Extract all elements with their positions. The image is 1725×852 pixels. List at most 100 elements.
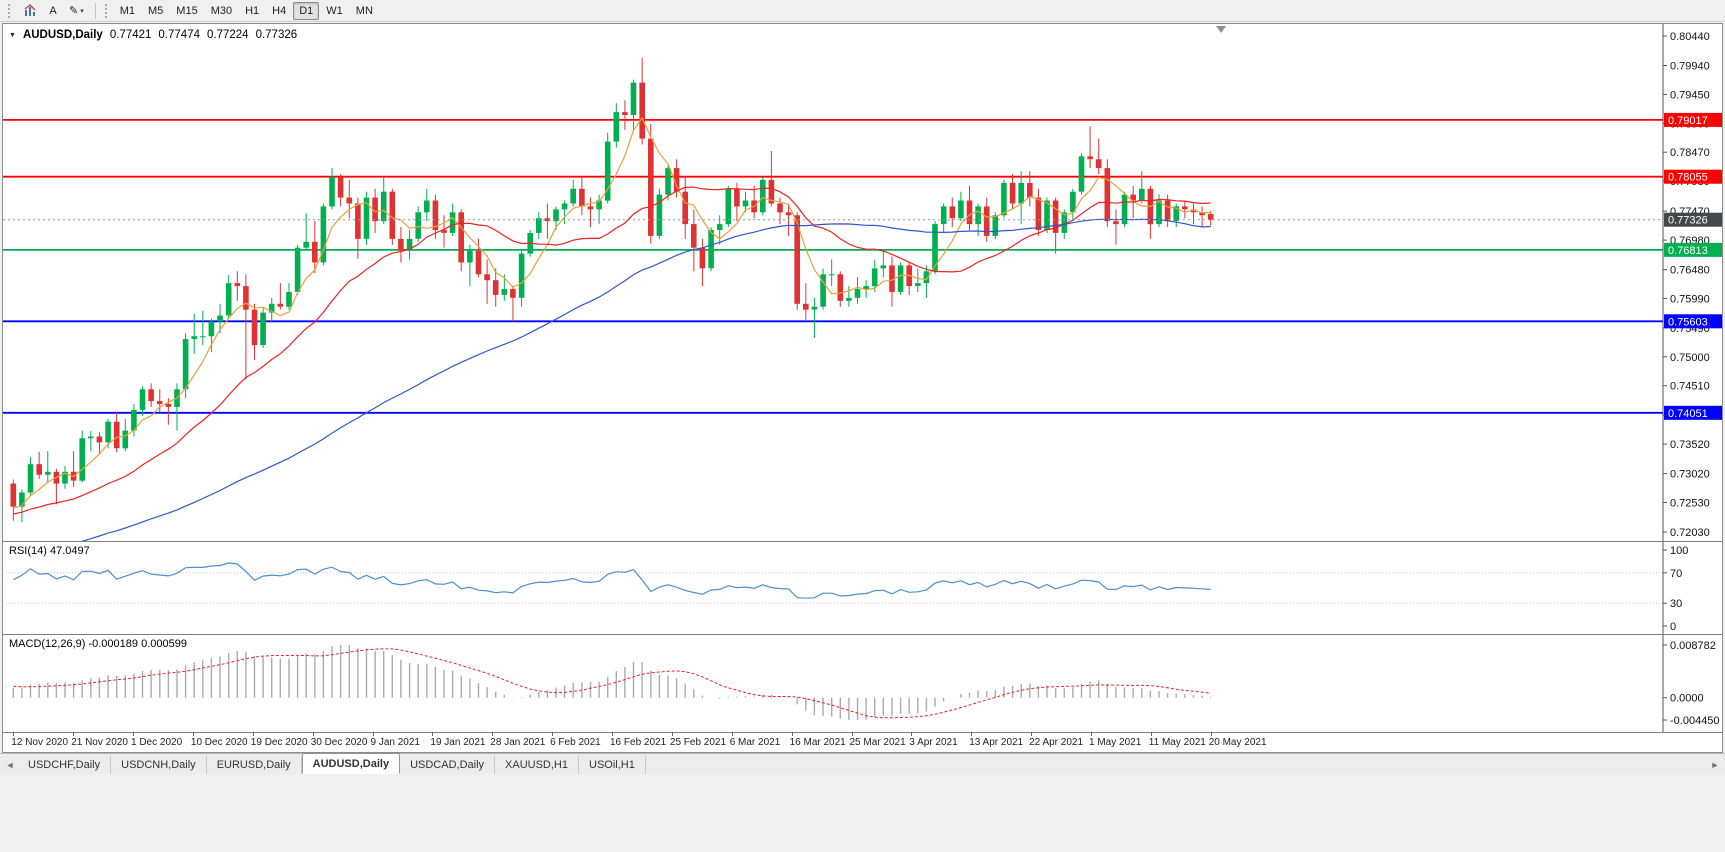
price-axis[interactable]: 0.804400.799400.794500.789600.784700.779… xyxy=(1662,24,1723,541)
main-chart-pane[interactable]: 0.804400.799400.794500.789600.784700.779… xyxy=(3,24,1722,541)
time-axis-label: 10 Dec 2020 xyxy=(190,732,248,748)
main-chart-canvas[interactable]: 0.804400.799400.794500.789600.784700.779… xyxy=(3,24,1723,541)
rsi-label: RSI(14) 47.0497 xyxy=(9,545,90,557)
tabs-scroll-right-icon[interactable]: ► xyxy=(1710,760,1720,770)
svg-text:0.0000: 0.0000 xyxy=(1670,693,1704,705)
time-axis-label: 20 May 2021 xyxy=(1208,732,1267,748)
dropdown-caret-icon: ▾ xyxy=(80,7,84,15)
pencil-icon: ✎ xyxy=(69,5,79,17)
ma-slow-line xyxy=(81,218,1211,541)
chart-header: ▼ AUDUSD,Daily 0.77421 0.77474 0.77224 0… xyxy=(9,29,297,41)
text-tool-button[interactable]: A xyxy=(43,2,63,20)
chart-tabs: USDCHF,Daily USDCNH,Daily EURUSD,Daily AUDU… xyxy=(18,753,646,774)
candles-layer xyxy=(10,57,1214,522)
open-value: 0.77421 xyxy=(109,29,152,41)
chart-tab-eurusd-daily[interactable]: EURUSD,Daily xyxy=(207,756,302,774)
svg-text:0.72030: 0.72030 xyxy=(1670,527,1710,539)
chart-dropdown-icon[interactable]: ▼ xyxy=(9,31,16,39)
time-axis-label: 9 Jan 2021 xyxy=(370,732,420,748)
svg-text:30: 30 xyxy=(1670,598,1682,610)
time-axis-label: 25 Feb 2021 xyxy=(669,732,727,748)
macd-signal-line xyxy=(13,648,1211,719)
svg-text:0.72530: 0.72530 xyxy=(1670,498,1710,510)
svg-text:0.74510: 0.74510 xyxy=(1670,381,1710,393)
high-value: 0.77474 xyxy=(158,29,200,41)
timeframe-button-w1[interactable]: W1 xyxy=(326,4,343,17)
close-value: 0.77326 xyxy=(255,29,298,41)
chart-icon xyxy=(24,3,36,16)
time-axis-label: 16 Mar 2021 xyxy=(789,732,846,748)
svg-text:0.73020: 0.73020 xyxy=(1670,469,1710,481)
timeframe-button-mn[interactable]: MN xyxy=(355,4,373,17)
svg-text:0.75000: 0.75000 xyxy=(1670,352,1710,364)
time-axis-label: 3 Apr 2021 xyxy=(909,732,958,748)
svg-text:70: 70 xyxy=(1670,568,1682,580)
ma-mid-line xyxy=(13,186,1211,515)
time-axis-label: 19 Dec 2020 xyxy=(250,732,308,748)
svg-text:0.78470: 0.78470 xyxy=(1670,147,1710,159)
chart-shift-marker[interactable] xyxy=(1216,26,1226,33)
timeframe-button-d1[interactable]: D1 xyxy=(293,1,320,20)
svg-text:100: 100 xyxy=(1670,545,1688,557)
macd-canvas: 0.008782 0.0000 -0.004450 xyxy=(12,635,1720,732)
low-value: 0.77224 xyxy=(206,29,249,41)
chart-tab-usdchf-daily[interactable]: USDCHF,Daily xyxy=(18,756,112,774)
chart-tab-audusd-daily[interactable]: AUDUSD,Daily xyxy=(301,753,401,774)
ma-fast-line xyxy=(13,116,1211,510)
toolbar-separator xyxy=(94,2,96,19)
indicators-button[interactable] xyxy=(17,2,43,20)
toolbar-grip-2[interactable] xyxy=(104,3,110,18)
time-axis-label: 28 Jan 2021 xyxy=(490,732,546,748)
symbol-label: AUDUSD,Daily xyxy=(22,29,103,41)
chart-tab-usoil-h1[interactable]: USOil,H1 xyxy=(579,756,646,774)
svg-text:0.75603: 0.75603 xyxy=(1668,316,1708,328)
rsi-canvas: 100 70 30 0 xyxy=(3,542,1688,634)
macd-pane[interactable]: 0.008782 0.0000 -0.004450 MACD(12,26,9) -0… xyxy=(3,634,1722,732)
timeframe-button-m1[interactable]: M1 xyxy=(119,4,136,17)
svg-text:0.79940: 0.79940 xyxy=(1670,61,1710,73)
timeframe-button-m15[interactable]: M15 xyxy=(176,4,198,17)
draw-tool-button[interactable]: ✎ ▾ xyxy=(63,2,90,20)
svg-text:0.76813: 0.76813 xyxy=(1668,245,1708,257)
svg-text:0.76480: 0.76480 xyxy=(1670,265,1710,277)
time-axis-label: 1 Dec 2020 xyxy=(131,732,183,748)
svg-text:0.78055: 0.78055 xyxy=(1668,172,1708,184)
svg-text:-0.004450: -0.004450 xyxy=(1670,715,1720,727)
toolbar-grip[interactable] xyxy=(8,3,13,18)
svg-text:0.79017: 0.79017 xyxy=(1668,115,1708,127)
time-axis-label: 12 Nov 2020 xyxy=(11,732,69,748)
timeframe-button-h4[interactable]: H4 xyxy=(272,4,287,17)
time-axis-label: 1 May 2021 xyxy=(1089,732,1142,748)
rsi-pane[interactable]: 100 70 30 0 RSI(14) 47.0497 xyxy=(3,541,1722,634)
svg-text:0.74051: 0.74051 xyxy=(1668,408,1708,420)
timeframe-button-h1[interactable]: H1 xyxy=(245,4,260,17)
text-tool-label: A xyxy=(49,4,57,17)
time-axis-label: 30 Dec 2020 xyxy=(310,732,368,748)
time-axis-label: 21 Nov 2020 xyxy=(71,732,128,748)
time-axis-label: 25 Mar 2021 xyxy=(849,732,906,748)
tabs-scroll-left-icon[interactable]: ◄ xyxy=(5,760,15,770)
chart-tab-usdcad-daily[interactable]: USDCAD,Daily xyxy=(400,756,496,774)
chart-tab-xauusd-h1[interactable]: XAUUSD,H1 xyxy=(495,756,579,774)
time-axis[interactable]: 12 Nov 2020 21 Nov 2020 1 Dec 2020 10 Dec 2… xyxy=(3,732,1722,752)
svg-text:0.77326: 0.77326 xyxy=(1668,215,1708,227)
chart-tab-bar: ◄ USDCHF,Daily USDCNH,Daily EURUSD,Daily AU… xyxy=(0,753,1725,774)
time-axis-label: 13 Apr 2021 xyxy=(969,732,1024,748)
svg-text:0.80440: 0.80440 xyxy=(1670,31,1710,43)
time-axis-label: 16 Feb 2021 xyxy=(610,732,667,748)
timeframe-button-m5[interactable]: M5 xyxy=(148,4,164,17)
top-toolbar: A ✎ ▾ M1 M5 M15 M30 H1 H4 D1 W1 MN xyxy=(0,0,1725,22)
svg-text:0.75990: 0.75990 xyxy=(1670,293,1710,305)
time-axis-label: 6 Mar 2021 xyxy=(729,732,781,748)
timeframe-buttons: M1 M5 M15 M30 H1 H4 D1 W1 MN xyxy=(114,1,379,20)
timeframe-button-m30[interactable]: M30 xyxy=(210,4,233,17)
time-axis-label: 22 Apr 2021 xyxy=(1029,732,1084,748)
chart-window: 0.804400.799400.794500.789600.784700.779… xyxy=(2,23,1723,753)
svg-text:0.79450: 0.79450 xyxy=(1670,89,1710,101)
current-price-label xyxy=(1664,212,1722,227)
svg-text:0: 0 xyxy=(1670,621,1676,633)
macd-histogram xyxy=(12,645,1212,720)
svg-text:0.73520: 0.73520 xyxy=(1670,439,1710,451)
chart-tab-usdcnh-daily[interactable]: USDCNH,Daily xyxy=(111,756,207,774)
